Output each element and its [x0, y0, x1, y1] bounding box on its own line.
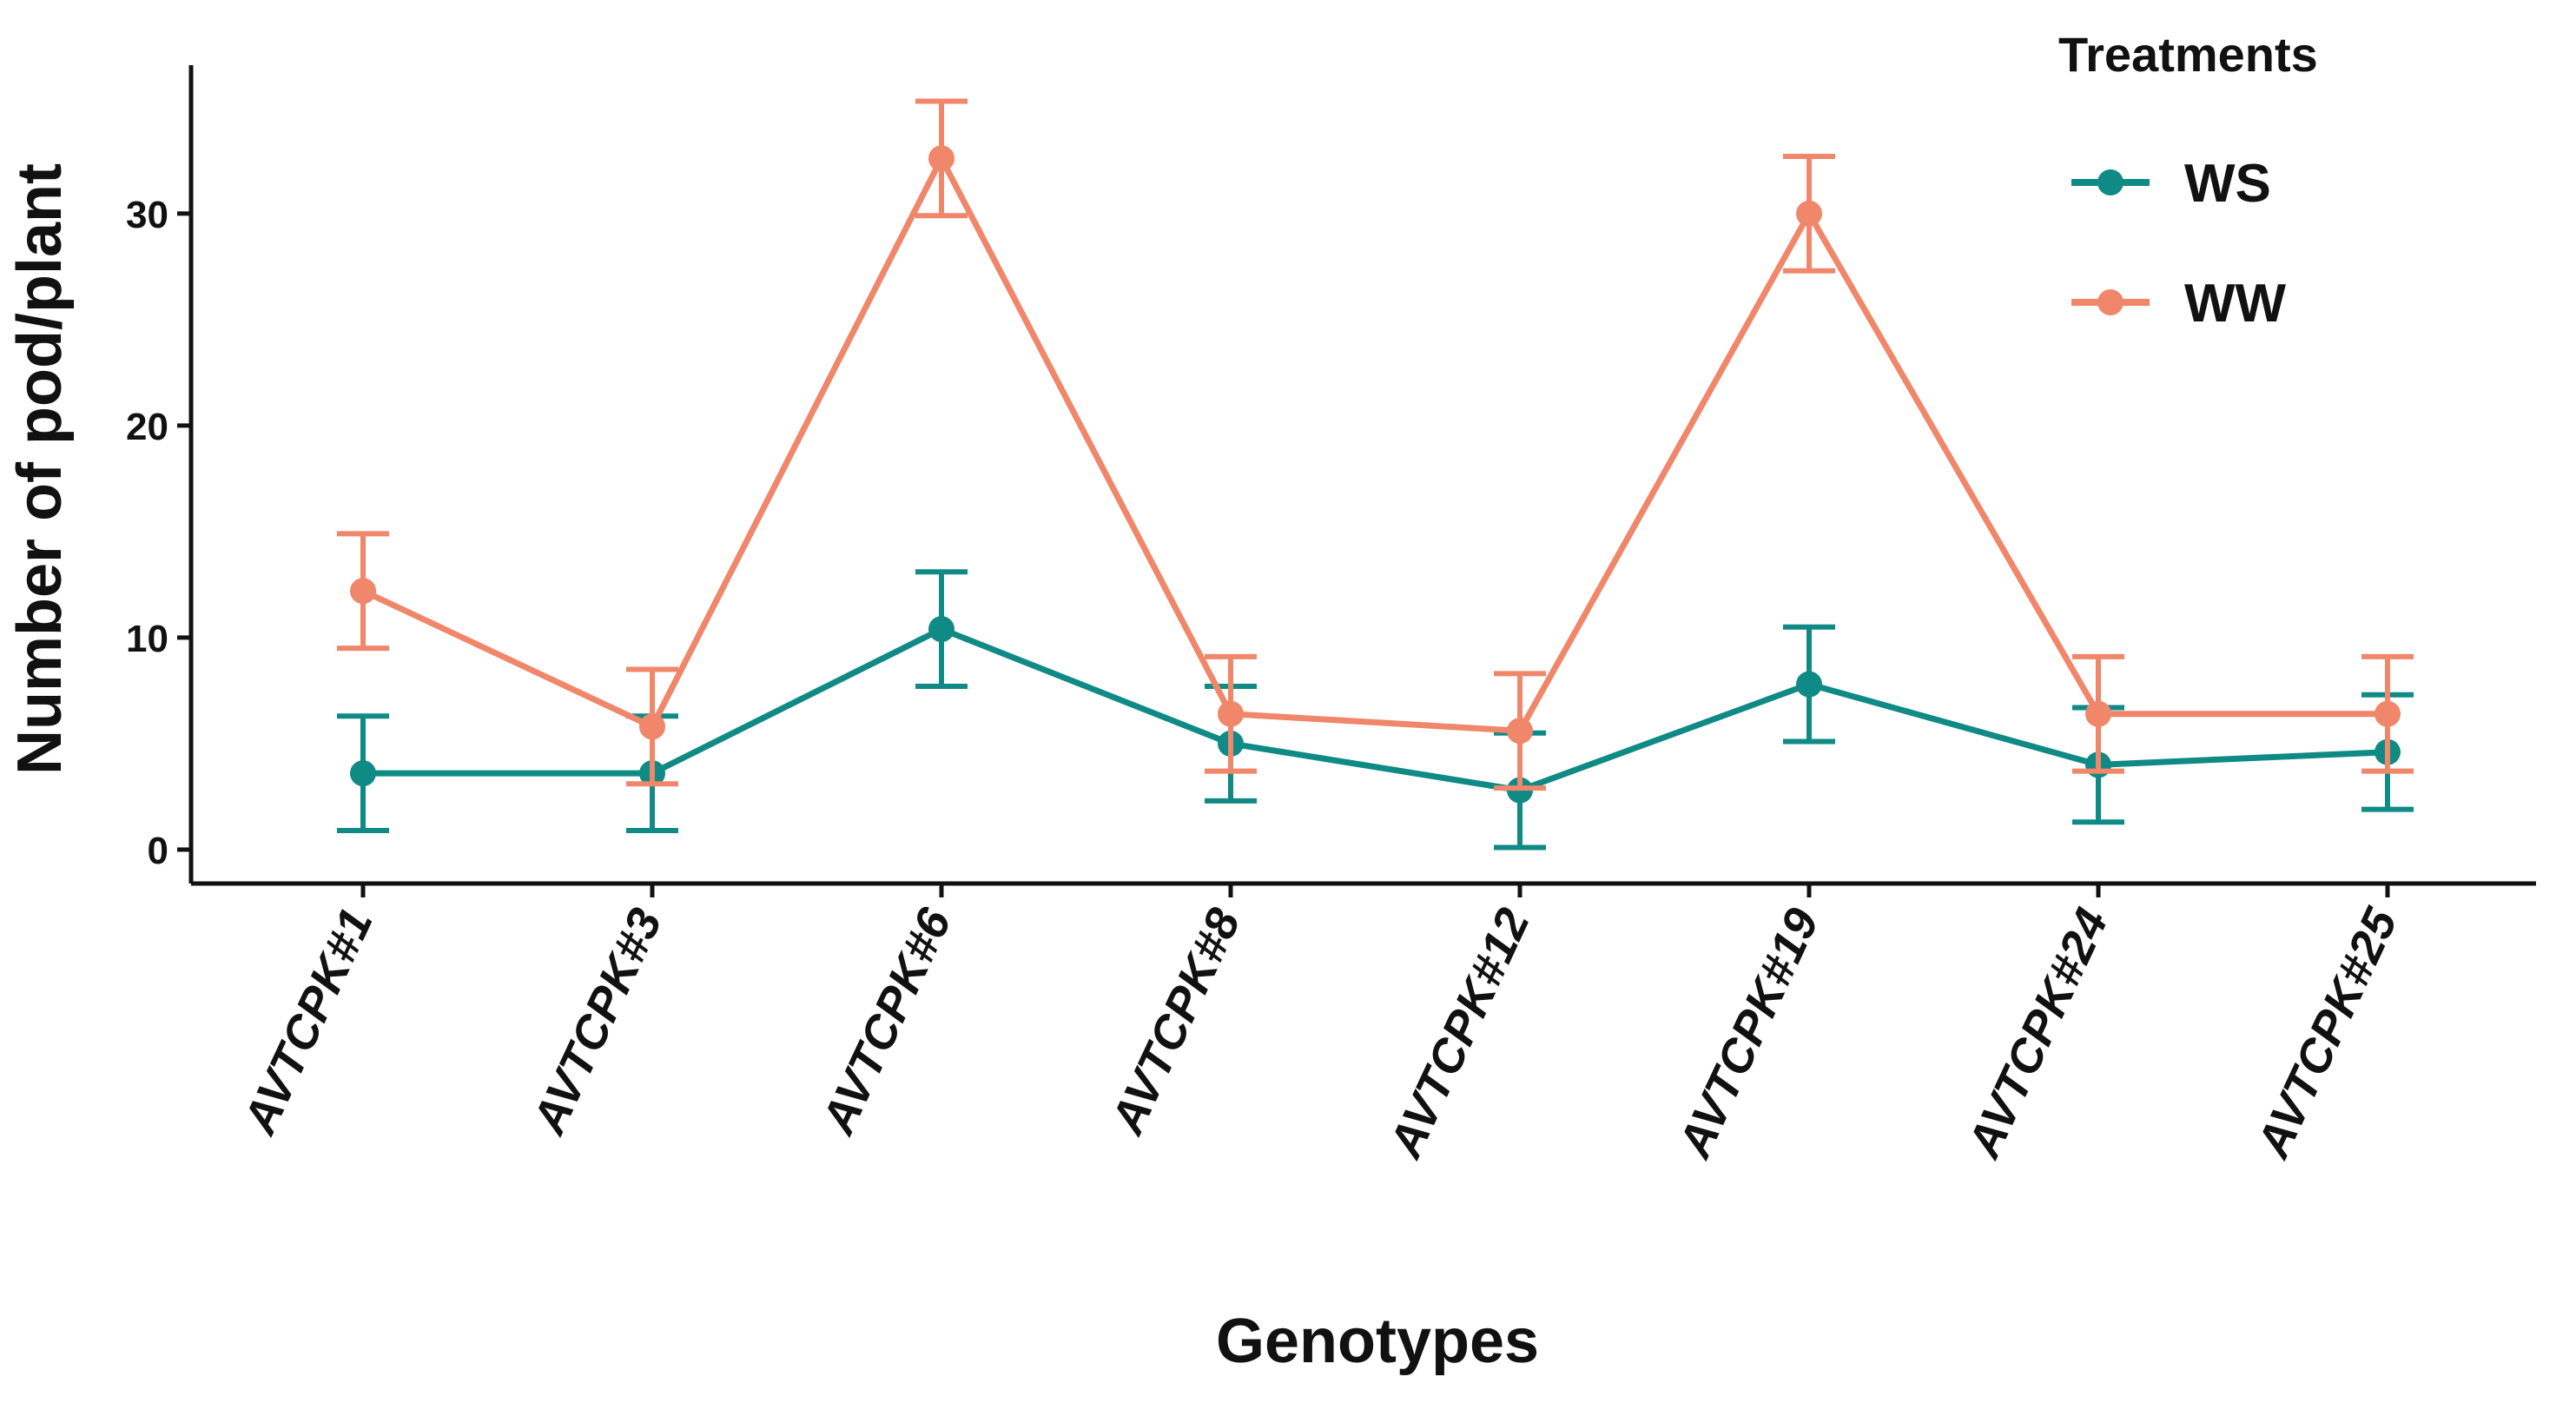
- legend-title: Treatments: [2058, 27, 2318, 82]
- y-tick-label: 10: [126, 618, 168, 660]
- data-point: [2085, 700, 2111, 727]
- series-line: [361, 155, 2388, 734]
- plot-area: [337, 98, 2414, 851]
- x-tick-label: AVTCPK#24: [1957, 901, 2117, 1167]
- series-line: [363, 626, 2388, 794]
- legend: Treatments WS WW: [2058, 27, 2318, 334]
- legend-label: WS: [2184, 154, 2271, 214]
- y-axis-title: Number of pod/plant: [5, 163, 75, 775]
- legend-label: WW: [2184, 274, 2287, 334]
- data-point: [928, 145, 954, 172]
- data-point: [1796, 671, 1822, 698]
- x-tick-label: AVTCPK#3: [522, 901, 672, 1143]
- x-tick-label: AVTCPK#12: [1378, 901, 1539, 1167]
- legend-item-ww: WW: [2071, 274, 2287, 334]
- y-tick-label: 30: [126, 194, 168, 236]
- data-point: [928, 616, 954, 643]
- data-point: [1507, 718, 1533, 745]
- x-tick-label: AVTCPK#25: [2246, 900, 2408, 1167]
- data-point: [350, 760, 376, 787]
- data-point: [639, 713, 665, 740]
- y-tick-label: 20: [126, 406, 168, 448]
- data-point: [2375, 700, 2401, 727]
- legend-marker: [2097, 169, 2124, 195]
- y-axis: 0 10 20 30: [126, 65, 194, 884]
- x-tick-label: AVTCPK#1: [233, 901, 383, 1143]
- x-tick-label: AVTCPK#19: [1668, 901, 1828, 1167]
- data-point: [1218, 700, 1244, 727]
- data-point: [350, 578, 376, 605]
- legend-marker: [2097, 289, 2124, 315]
- x-axis: AVTCPK#1 AVTCPK#3 AVTCPK#6 AVTCPK#8 AVTCPK#1…: [191, 881, 2536, 1167]
- y-tick-label: 0: [148, 830, 168, 872]
- x-tick-label: AVTCPK#8: [1100, 901, 1251, 1143]
- legend-item-ws: WS: [2071, 154, 2271, 214]
- series-ww: [337, 98, 2414, 791]
- data-point: [1796, 200, 1822, 227]
- x-tick-label: AVTCPK#6: [811, 900, 961, 1143]
- x-axis-title: Genotypes: [1216, 1307, 1539, 1376]
